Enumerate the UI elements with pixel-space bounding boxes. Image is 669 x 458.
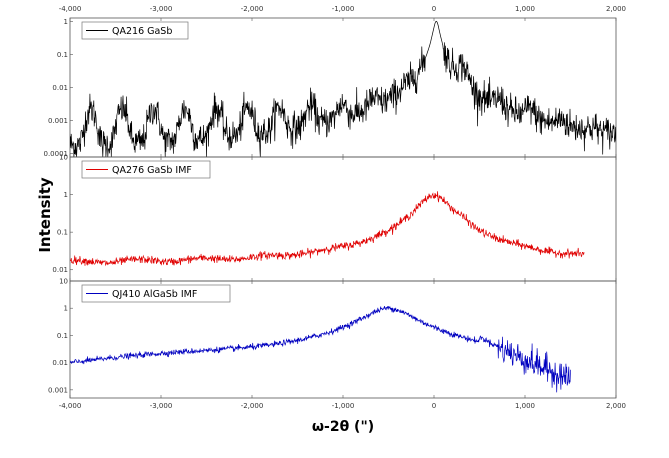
- x-axis-title: ω-2θ ("): [312, 419, 374, 435]
- panel-3: 10 1 0.1 0.01 0.001 QJ410 AlGaSb IMF: [48, 278, 617, 399]
- x-tick-label-bottom: -1,000: [332, 402, 355, 410]
- x-tick-label-top: -2,000: [241, 5, 264, 13]
- y-tick-label: 1: [64, 18, 68, 26]
- y-tick-label: 0.01: [52, 266, 68, 274]
- x-tick-label-bottom: 0: [432, 402, 436, 410]
- legend-label: QA276 GaSb IMF: [112, 165, 192, 176]
- y-tick-label: 0.0001: [44, 150, 69, 158]
- y-tick-label: 0.1: [57, 229, 68, 237]
- x-tick-label-top: 2,000: [606, 5, 626, 13]
- x-tick-label-bottom: 2,000: [606, 402, 626, 410]
- panels-group: -4,000 -4,000 -3,000 -3,000 -2,000 -2,000 -1,0…: [44, 5, 627, 410]
- legend-box: [81, 21, 189, 40]
- legend-box: [81, 160, 211, 179]
- y-tick-label: 0.1: [57, 51, 68, 59]
- legend-box: [81, 284, 231, 303]
- y-tick-label: 0.001: [48, 117, 68, 125]
- legend-label: QJ410 AlGaSb IMF: [112, 289, 197, 300]
- x-tick-label-top: 1,000: [515, 5, 535, 13]
- series-line: [70, 305, 571, 393]
- x-tick-label-top: -4,000: [59, 5, 82, 13]
- legend-label: QA216 GaSb: [112, 26, 172, 37]
- y-tick-label: 1: [64, 305, 68, 313]
- x-tick-label-bottom: -2,000: [241, 402, 264, 410]
- y-tick-label: 1: [64, 191, 68, 199]
- x-tick-label-top: 0: [432, 5, 436, 13]
- y-tick-label: 0.001: [48, 386, 68, 394]
- y-tick-label: 10: [59, 278, 68, 286]
- x-tick-label-top: -3,000: [150, 5, 173, 13]
- panel-2: 10 1 0.1 0.01 QA276 GaSb IMF: [52, 154, 617, 282]
- series-line: [70, 20, 616, 157]
- series-line: [70, 191, 585, 267]
- x-tick-label-bottom: -4,000: [59, 402, 82, 410]
- panel-1: 1 0.1 0.01 0.001 0.0001 QA216 GaSb: [44, 17, 617, 158]
- y-tick-label: 0.01: [52, 84, 68, 92]
- x-tick-label-bottom: -3,000: [150, 402, 173, 410]
- y-tick-label: 10: [59, 154, 68, 162]
- y-tick-label: 0.1: [57, 332, 68, 340]
- x-tick-label-top: -1,000: [332, 5, 355, 13]
- x-tick-label-bottom: 1,000: [515, 402, 535, 410]
- y-axis-title: Intensity: [36, 177, 54, 253]
- y-tick-label: 0.01: [52, 359, 68, 367]
